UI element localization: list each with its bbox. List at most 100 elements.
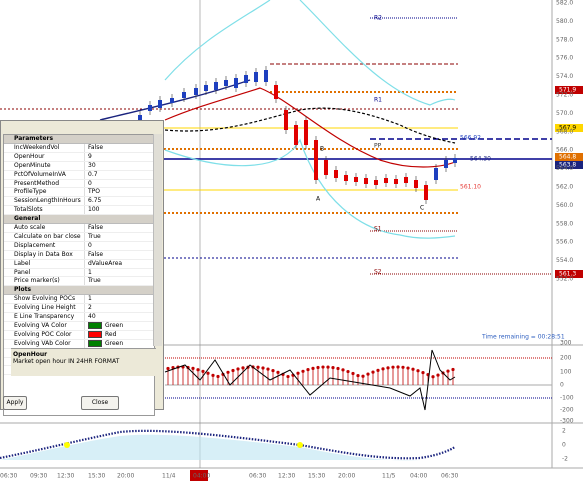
osc-dot (306, 368, 310, 372)
osc-dot (411, 367, 415, 371)
property-value: 9 (85, 153, 92, 161)
property-name: SessionLengthInHours (4, 197, 85, 206)
candle (224, 80, 228, 86)
description-text: Market open hour IN 24HR FORMAT (13, 358, 120, 365)
property-value-text: 9 (88, 152, 92, 160)
property-value-text: True (88, 277, 101, 285)
property-name: PctOfVolumeInVA (4, 170, 85, 179)
property-value: 0 (85, 180, 92, 188)
price-marker-label: 561.3 (559, 271, 576, 278)
property-row[interactable]: Panel 1 (4, 268, 154, 278)
level-label: 564.30 (470, 156, 491, 163)
candle (284, 110, 288, 130)
property-row[interactable]: SessionLengthInHours 6.75 (4, 197, 154, 207)
time-axis-label: 09:30 (30, 473, 47, 480)
property-row[interactable]: Displacement 0 (4, 241, 154, 251)
property-value: False (85, 144, 103, 152)
candle (138, 115, 142, 121)
osc-dot (366, 372, 370, 376)
osc-axis-label: 100 (560, 369, 572, 376)
property-value-text: TPO (88, 188, 101, 196)
price-axis-label: 560.0 (556, 202, 573, 209)
level-label: 561.10 (460, 184, 481, 191)
osc-dot (341, 368, 345, 372)
property-row[interactable]: PctOfVolumeInVA 0.7 (4, 170, 154, 180)
osc-axis-label: -300 (560, 418, 574, 425)
osc-axis-label: 200 (560, 355, 572, 362)
property-row[interactable]: Evolving POC Color Red (4, 330, 154, 340)
time-axis-label: 06:30 (441, 473, 458, 480)
candle (264, 70, 268, 82)
scrollbar[interactable] (153, 134, 162, 346)
candle (424, 185, 428, 200)
property-row[interactable]: Label dValueArea (4, 259, 154, 269)
time-axis-label: 12:30 (278, 473, 295, 480)
property-name: TotalSlots (4, 206, 85, 215)
candle (344, 175, 348, 181)
property-value-text: Green (105, 339, 124, 347)
property-row[interactable]: OpenMinute 30 (4, 161, 154, 171)
candle (304, 120, 308, 145)
time-axis-label: 12:30 (57, 473, 74, 480)
property-row[interactable]: Evolving Line Height 2 (4, 304, 154, 314)
osc-dot (381, 367, 385, 371)
section-header: Plots (4, 286, 154, 296)
price-axis-label: 556.0 (556, 239, 573, 246)
property-value: True (85, 277, 101, 285)
property-row[interactable]: TotalSlots 100 (4, 206, 154, 216)
section-header: Parameters (4, 135, 154, 144)
apply-button[interactable]: Apply (3, 396, 27, 410)
osc-dot (301, 369, 305, 373)
candle (374, 180, 378, 185)
price-axis-label: 572.0 (556, 92, 573, 99)
property-value: TPO (85, 188, 100, 196)
property-row[interactable]: Evolving VA Color Green (4, 322, 154, 331)
osc-dot (196, 368, 200, 372)
osc-axis-label: 0 (560, 382, 564, 389)
osc-dot (241, 366, 245, 370)
price-axis-label: 566.0 (556, 147, 573, 154)
property-value-text: 2 (88, 304, 92, 312)
candle (194, 88, 198, 95)
property-row[interactable]: Auto scale False (4, 224, 154, 234)
osc-dot (446, 369, 450, 373)
osc-dot (316, 365, 320, 370)
color-swatch (88, 331, 102, 339)
property-value: 0.7 (85, 171, 98, 179)
property-row[interactable]: Show Evolving POCs 1 (4, 295, 154, 305)
properties-dialog: Parameters IncWeekendVol False OpenHour 9 Ope… (0, 120, 164, 416)
property-row[interactable]: Calculate on bar close True (4, 233, 154, 242)
candle (444, 160, 448, 168)
property-row[interactable]: IncWeekendVol False (4, 144, 154, 153)
property-row[interactable]: E Line Transparency 40 (4, 313, 154, 323)
close-button[interactable]: Close (81, 396, 119, 410)
upper-band (164, 0, 456, 106)
property-value: 40 (85, 313, 96, 321)
candle (364, 178, 368, 184)
candle (294, 125, 298, 145)
property-value-text: True (88, 233, 101, 241)
property-row[interactable]: OpenHour 9 (4, 152, 154, 162)
candle (274, 85, 278, 99)
property-row[interactable]: Display in Data Box False (4, 250, 154, 260)
osc-dot (276, 370, 280, 374)
time-axis-label: 11/5 (382, 473, 396, 480)
osc-axis-label: 300 (560, 340, 572, 347)
osc-dot (296, 371, 300, 375)
property-value: 2 (85, 304, 92, 312)
osc-dot (216, 374, 220, 379)
property-row[interactable]: ProfileType TPO (4, 188, 154, 198)
osc-dot (331, 365, 335, 370)
time-axis-label: 20:00 (117, 473, 134, 480)
osc-dot (256, 365, 260, 369)
candle (170, 98, 174, 103)
time-axis-label: 11/4 (162, 473, 176, 480)
property-row[interactable]: Price marker(s) True (4, 277, 154, 287)
price-axis-label: 558.0 (556, 220, 573, 227)
property-value-text: 6.75 (88, 197, 102, 205)
property-value-text: 0.7 (88, 170, 98, 178)
property-name: Auto scale (4, 224, 85, 233)
property-row[interactable]: PresentMethod 0 (4, 179, 154, 189)
property-name: Calculate on bar close (4, 233, 85, 241)
price-axis-label: 570.0 (556, 110, 573, 117)
